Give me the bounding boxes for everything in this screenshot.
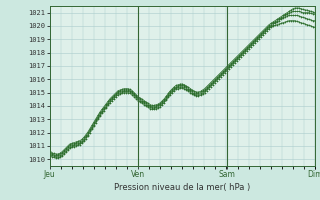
X-axis label: Pression niveau de la mer( hPa ): Pression niveau de la mer( hPa ) bbox=[114, 183, 251, 192]
